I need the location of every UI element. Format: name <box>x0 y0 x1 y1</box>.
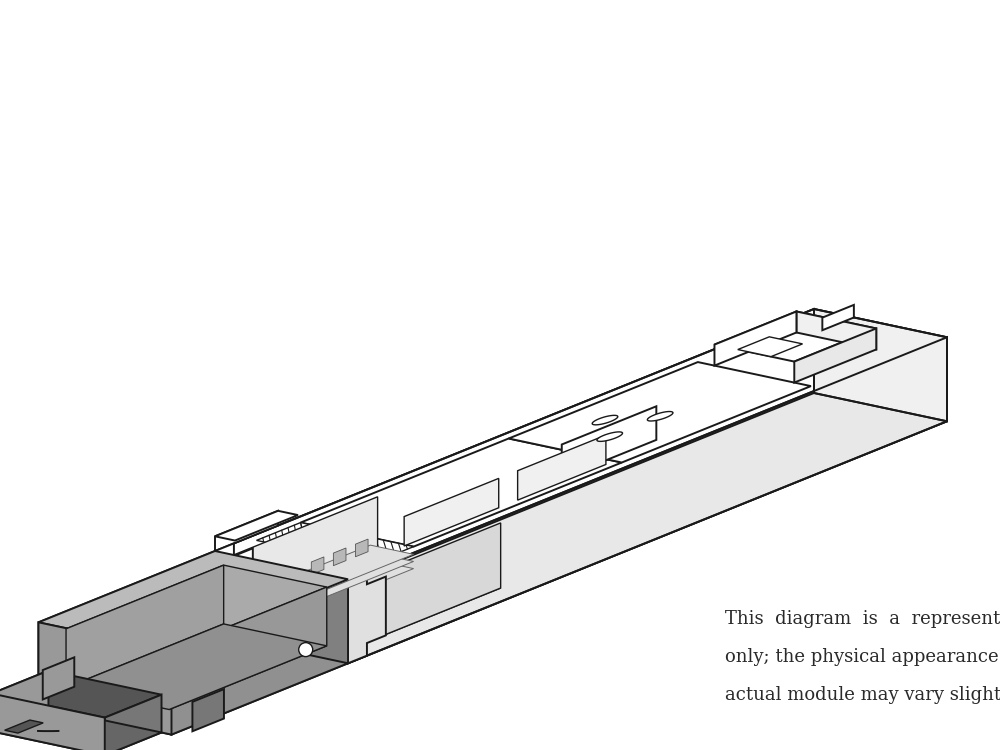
Polygon shape <box>343 523 501 652</box>
Polygon shape <box>215 309 947 579</box>
Polygon shape <box>822 305 854 330</box>
Polygon shape <box>0 709 162 750</box>
Polygon shape <box>215 511 298 541</box>
Polygon shape <box>192 689 224 731</box>
Polygon shape <box>66 566 327 651</box>
Polygon shape <box>509 362 811 463</box>
Polygon shape <box>171 579 348 734</box>
Polygon shape <box>647 412 673 421</box>
Polygon shape <box>215 543 253 635</box>
Polygon shape <box>738 337 803 356</box>
Polygon shape <box>220 562 501 652</box>
Polygon shape <box>38 635 348 734</box>
Text: only; the physical appearance of the: only; the physical appearance of the <box>725 648 1000 666</box>
Polygon shape <box>518 435 606 500</box>
Polygon shape <box>215 309 814 635</box>
Polygon shape <box>251 545 414 603</box>
Polygon shape <box>597 432 622 442</box>
Polygon shape <box>714 311 796 365</box>
Polygon shape <box>0 694 105 750</box>
Polygon shape <box>814 309 947 422</box>
Polygon shape <box>348 338 947 663</box>
Polygon shape <box>273 568 359 599</box>
Polygon shape <box>0 670 48 731</box>
Polygon shape <box>592 416 618 424</box>
Polygon shape <box>220 496 378 626</box>
Polygon shape <box>316 536 414 565</box>
Circle shape <box>299 643 313 656</box>
Polygon shape <box>404 478 499 546</box>
Polygon shape <box>43 657 74 700</box>
Polygon shape <box>5 720 43 733</box>
Polygon shape <box>257 523 351 551</box>
Polygon shape <box>215 393 947 663</box>
Polygon shape <box>348 572 386 663</box>
Polygon shape <box>251 552 414 610</box>
Polygon shape <box>794 328 876 382</box>
Polygon shape <box>251 560 414 617</box>
Polygon shape <box>215 511 278 551</box>
Text: actual module may vary slightly.: actual module may vary slightly. <box>725 686 1000 704</box>
Polygon shape <box>273 569 296 599</box>
Polygon shape <box>714 311 876 362</box>
Polygon shape <box>562 406 656 478</box>
Polygon shape <box>169 587 327 710</box>
Polygon shape <box>333 548 346 566</box>
Polygon shape <box>38 551 348 650</box>
Polygon shape <box>105 694 162 750</box>
Polygon shape <box>311 557 324 574</box>
Polygon shape <box>0 670 162 718</box>
Polygon shape <box>38 551 215 706</box>
Text: This  diagram  is  a  representation: This diagram is a representation <box>725 610 1000 628</box>
Polygon shape <box>66 566 224 688</box>
Polygon shape <box>355 539 368 556</box>
Polygon shape <box>66 624 327 710</box>
Polygon shape <box>38 622 171 734</box>
Polygon shape <box>301 439 622 547</box>
Polygon shape <box>796 311 876 350</box>
